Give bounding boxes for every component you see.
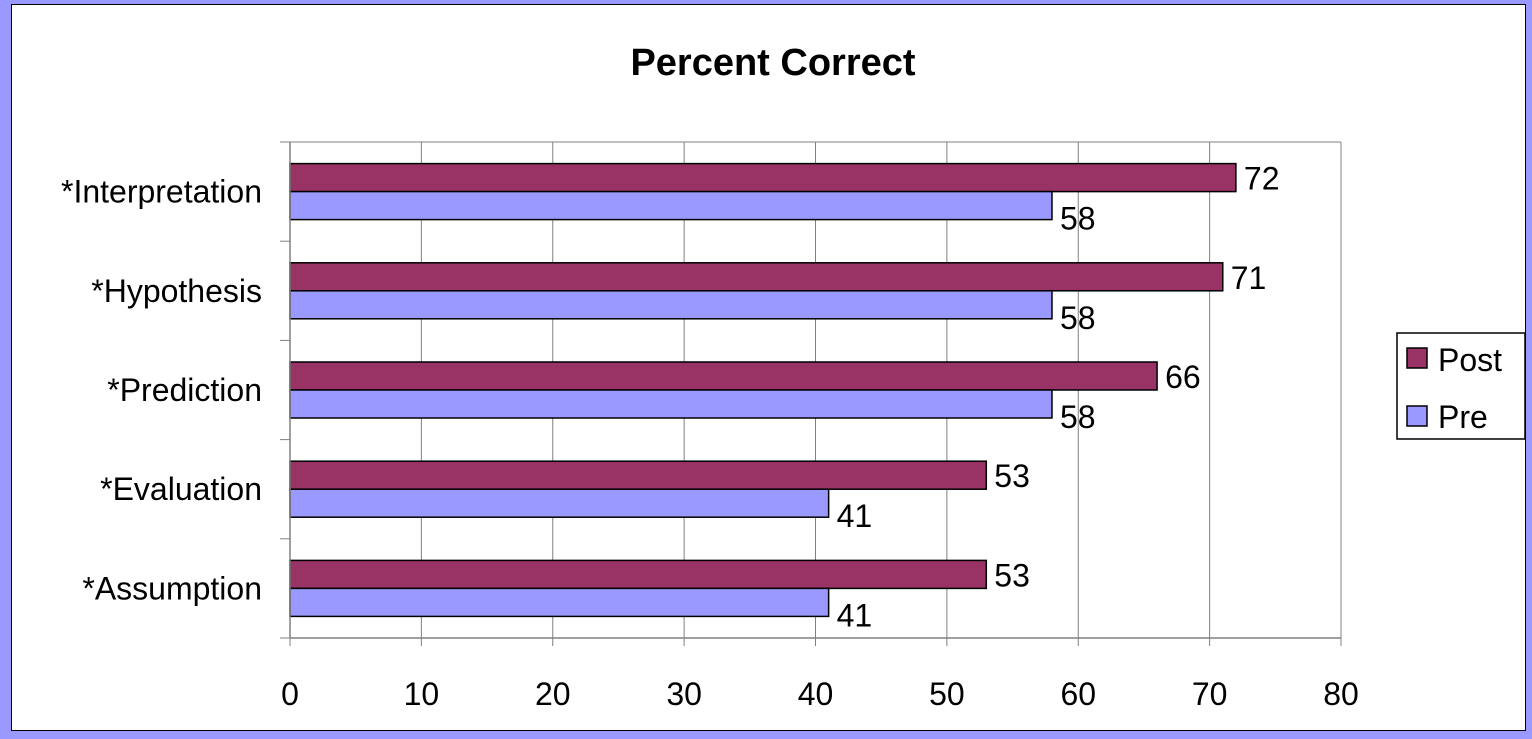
bars [289,162,1237,618]
chart-title: Percent Correct [630,42,915,84]
category-label: *Hypothesis [91,273,262,309]
bar-pre [289,190,1053,221]
data-label-post: 53 [994,557,1030,593]
data-label-pre: 58 [1060,399,1096,435]
x-tick-label: 20 [535,676,571,712]
bar-post [289,162,1237,193]
legend-label-pre: Pre [1438,399,1488,435]
legend-label-post: Post [1438,342,1502,378]
legend: Post Pre [1396,332,1526,440]
x-tick-label: 50 [929,676,965,712]
bar-pre [289,389,1053,419]
bar-pre [289,488,830,518]
bar-pre [289,587,830,618]
category-label: *Assumption [82,570,262,606]
bar-pre [289,290,1053,320]
data-label-pre: 58 [1060,201,1096,237]
category-label: *Prediction [107,372,262,408]
category-label: *Interpretation [61,174,262,210]
data-label-pre: 58 [1060,300,1096,336]
axes: 0 10 20 30 40 50 60 70 80 *Interpretation *Hypothe… [61,141,1359,712]
x-tick-label: 70 [1192,676,1228,712]
data-label-pre: 41 [837,597,873,633]
legend-swatch-pre [1406,405,1428,427]
x-tick-label: 30 [666,676,702,712]
legend-swatch-post [1406,347,1428,369]
bar-post [289,559,988,590]
x-tick-label: 10 [404,676,440,712]
data-label-post: 53 [994,458,1030,494]
category-label: *Evaluation [100,471,262,507]
x-tick-label: 0 [281,676,299,712]
data-label-post: 72 [1244,161,1280,197]
data-labels: 72 58 71 58 66 58 53 41 53 41 [837,161,1280,634]
bar-post [289,361,1158,391]
x-tick-label: 80 [1323,676,1359,712]
x-tick-label: 40 [798,676,834,712]
x-tick-label: 60 [1060,676,1096,712]
data-label-post: 66 [1165,359,1201,395]
data-label-pre: 41 [837,498,873,534]
bar-post [289,460,988,490]
data-label-post: 71 [1231,260,1267,296]
bar-post [289,262,1224,292]
